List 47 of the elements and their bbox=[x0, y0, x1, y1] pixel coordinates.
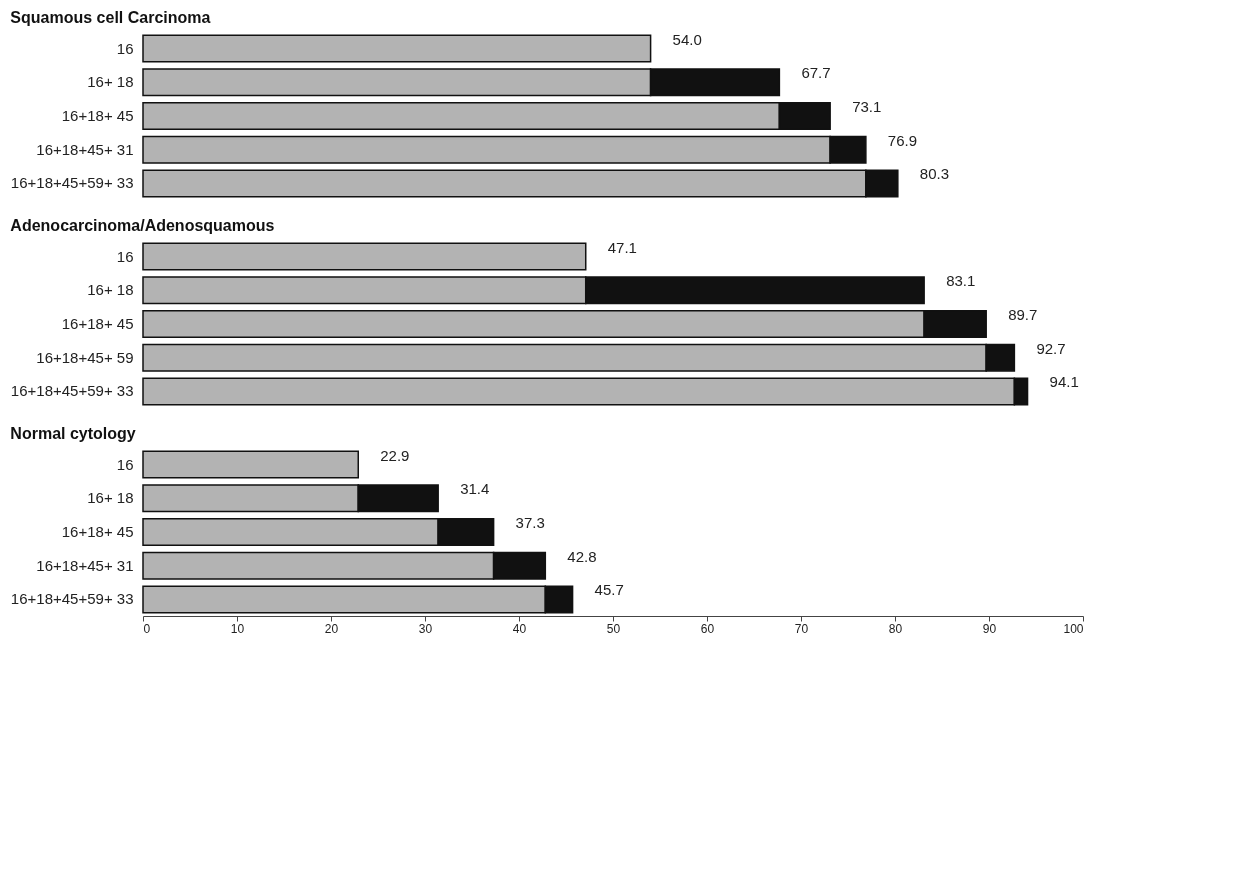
y-tick-label: 16+18+45+ 59 bbox=[36, 348, 134, 366]
y-tick-label: 16 bbox=[116, 455, 134, 473]
y-tick-label: 16+18+45+ 31 bbox=[36, 140, 134, 158]
y-tick-label: 16+18+45+59+ 33 bbox=[10, 174, 134, 192]
total-label: 47.1 bbox=[607, 238, 637, 256]
x-tick-label: 80 bbox=[888, 621, 903, 636]
x-tick-label: 60 bbox=[700, 621, 715, 636]
total-label: 73.1 bbox=[852, 98, 882, 115]
x-tick-label: 30 bbox=[418, 621, 433, 636]
x-tick-label: 90 bbox=[982, 621, 997, 636]
y-tick-label: 16+ 18 bbox=[87, 281, 134, 299]
total-label: 54.0 bbox=[672, 30, 702, 48]
y-tick-label: 16 bbox=[116, 247, 134, 265]
x-tick-label: 40 bbox=[512, 621, 527, 636]
y-tick-label: 16 bbox=[116, 39, 134, 57]
bar bbox=[142, 450, 360, 479]
bar bbox=[142, 242, 587, 271]
x-tick-label: 70 bbox=[794, 621, 809, 636]
x-tick-label: 100 bbox=[1063, 621, 1084, 636]
total-label: 80.3 bbox=[919, 165, 950, 183]
x-tick-label: 50 bbox=[606, 621, 621, 636]
y-tick-label: 16+18+45+59+ 33 bbox=[10, 590, 134, 608]
y-tick-label: 16+18+ 45 bbox=[61, 315, 134, 332]
x-tick-label: 0 bbox=[143, 621, 151, 636]
bar bbox=[142, 34, 652, 63]
x-tick-label: 10 bbox=[230, 621, 245, 636]
y-tick-label: 16+18+ 45 bbox=[61, 523, 134, 540]
total-label: 76.9 bbox=[887, 131, 918, 149]
y-tick-label: 16+ 18 bbox=[87, 489, 134, 507]
y-tick-label: 16+18+45+59+ 33 bbox=[10, 382, 134, 400]
total-label: 92.7 bbox=[1036, 339, 1066, 357]
chart-title: Adenocarcinoma/Adenosquamous bbox=[10, 217, 275, 234]
total-label: 83.1 bbox=[946, 272, 976, 290]
total-label: 31.4 bbox=[460, 480, 490, 498]
y-tick-label: 16+18+45+ 31 bbox=[36, 556, 134, 574]
total-label: 94.1 bbox=[1049, 373, 1079, 391]
y-tick-label: 16+ 18 bbox=[87, 73, 134, 91]
y-tick-label: 16+18+ 45 bbox=[61, 107, 134, 124]
total-label: 22.9 bbox=[380, 446, 410, 464]
total-label: 37.3 bbox=[515, 514, 545, 531]
total-label: 89.7 bbox=[1008, 306, 1038, 323]
chart-title: Squamous cell Carcinoma bbox=[10, 9, 211, 26]
total-label: 45.7 bbox=[594, 581, 624, 599]
total-label: 42.8 bbox=[567, 547, 597, 565]
x-tick-label: 20 bbox=[324, 621, 339, 636]
chart-title: Normal cytology bbox=[10, 425, 136, 442]
total-label: 67.7 bbox=[801, 64, 831, 82]
